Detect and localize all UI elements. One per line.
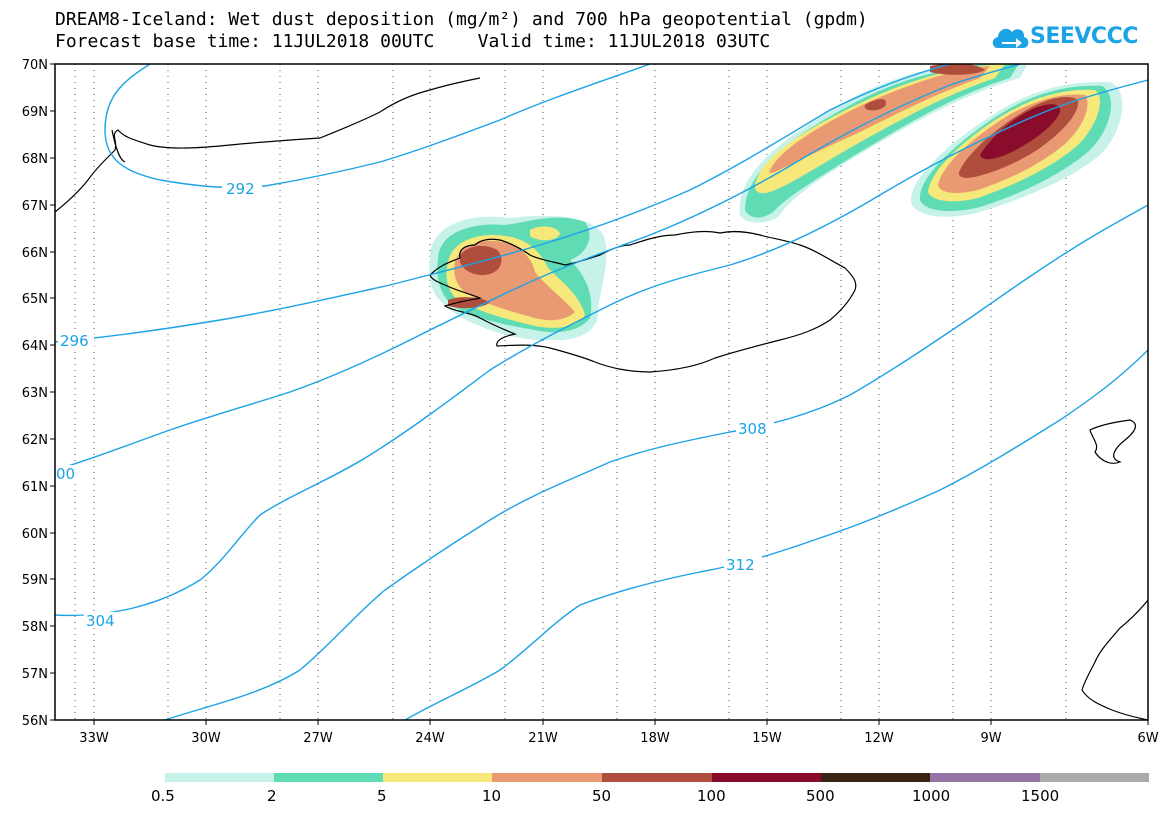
lon-label-30w: 30W xyxy=(191,731,221,746)
map-title: DREAM8-Iceland: Wet dust deposition (mg/… xyxy=(55,9,868,30)
lat-label-57n: 57N xyxy=(22,667,48,682)
legend-swatch-2 xyxy=(274,773,383,782)
lat-label-65n: 65N xyxy=(22,292,48,307)
legend-swatch-6 xyxy=(712,773,821,782)
legend-label-5: 5 xyxy=(377,787,387,805)
lon-label-21w: 21W xyxy=(528,731,558,746)
coastlines xyxy=(55,77,1148,720)
legend-label-0-5: 0.5 xyxy=(151,787,175,805)
cloud-arrow-icon xyxy=(992,28,1029,48)
lon-label-27w: 27W xyxy=(303,731,333,746)
contour-label-308: 308 xyxy=(738,420,767,438)
lon-label-24w: 24W xyxy=(415,731,445,746)
lat-label-68n: 68N xyxy=(22,152,48,167)
lat-label-64n: 64N xyxy=(22,339,48,354)
legend-label-500: 500 xyxy=(806,787,835,805)
dust-plume-east xyxy=(911,81,1123,217)
legend-swatch-4 xyxy=(492,773,602,782)
lon-label-9w: 9W xyxy=(980,731,1001,746)
legend-label-1000: 1000 xyxy=(912,787,951,805)
legend-swatch-1 xyxy=(165,773,274,782)
lat-label-61n: 61N xyxy=(22,480,48,495)
lat-label-69n: 69N xyxy=(22,105,48,120)
legend-label-10: 10 xyxy=(482,787,502,805)
contour-label-296: 296 xyxy=(60,332,89,350)
lat-label-60n: 60N xyxy=(22,527,48,542)
lon-label-15w: 15W xyxy=(752,731,782,746)
legend-label-50: 50 xyxy=(592,787,612,805)
seevccc-logo: SEEVCCC xyxy=(990,18,1140,58)
lat-label-59n: 59N xyxy=(22,573,48,588)
latitude-labels: 70N 69N 68N 67N 66N 65N 64N 63N 62N 61N … xyxy=(22,58,48,729)
legend-label-100: 100 xyxy=(697,787,726,805)
contour-label-300: 00 xyxy=(56,465,75,483)
contour-label-292: 292 xyxy=(226,180,255,198)
lon-label-18w: 18W xyxy=(640,731,670,746)
legend-swatch-5 xyxy=(602,773,712,782)
contour-label-304: 304 xyxy=(86,612,115,630)
logo-text: SEEVCCC xyxy=(1030,24,1138,49)
lon-label-6w: 6W xyxy=(1137,731,1158,746)
lat-label-70n: 70N xyxy=(22,58,48,73)
lon-label-33w: 33W xyxy=(79,731,109,746)
legend-label-1500: 1500 xyxy=(1021,787,1060,805)
lon-label-12w: 12W xyxy=(864,731,894,746)
geopotential-contours xyxy=(55,64,1148,720)
legend-swatch-8 xyxy=(930,773,1040,782)
dust-patch-iceland xyxy=(429,215,607,341)
map-subtitle: Forecast base time: 11JUL2018 00UTC Vali… xyxy=(55,31,771,52)
lat-label-62n: 62N xyxy=(22,433,48,448)
contour-label-312: 312 xyxy=(726,556,755,574)
lat-label-67n: 67N xyxy=(22,199,48,214)
contour-labels: 292 296 00 304 308 312 xyxy=(55,180,774,630)
legend-swatch-7 xyxy=(821,773,930,782)
legend-label-2: 2 xyxy=(267,787,277,805)
lat-label-63n: 63N xyxy=(22,386,48,401)
legend-swatch-9 xyxy=(1040,773,1149,782)
lat-label-58n: 58N xyxy=(22,620,48,635)
tick-marks xyxy=(50,63,1149,725)
lat-label-66n: 66N xyxy=(22,246,48,261)
legend-swatch-3 xyxy=(383,773,492,782)
gridlines xyxy=(74,64,1067,720)
longitude-labels: 33W 30W 27W 24W 21W 18W 15W 12W 9W 6W xyxy=(79,731,1158,746)
lat-label-56n: 56N xyxy=(22,714,48,729)
